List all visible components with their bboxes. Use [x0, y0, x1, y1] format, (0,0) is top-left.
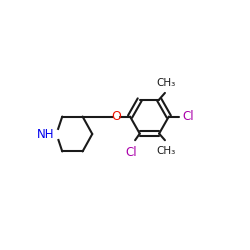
Text: Cl: Cl: [183, 110, 194, 123]
Text: CH₃: CH₃: [156, 146, 176, 156]
Text: Cl: Cl: [126, 146, 138, 159]
Text: O: O: [112, 110, 122, 123]
Text: CH₃: CH₃: [156, 78, 176, 88]
Text: NH: NH: [36, 128, 54, 140]
